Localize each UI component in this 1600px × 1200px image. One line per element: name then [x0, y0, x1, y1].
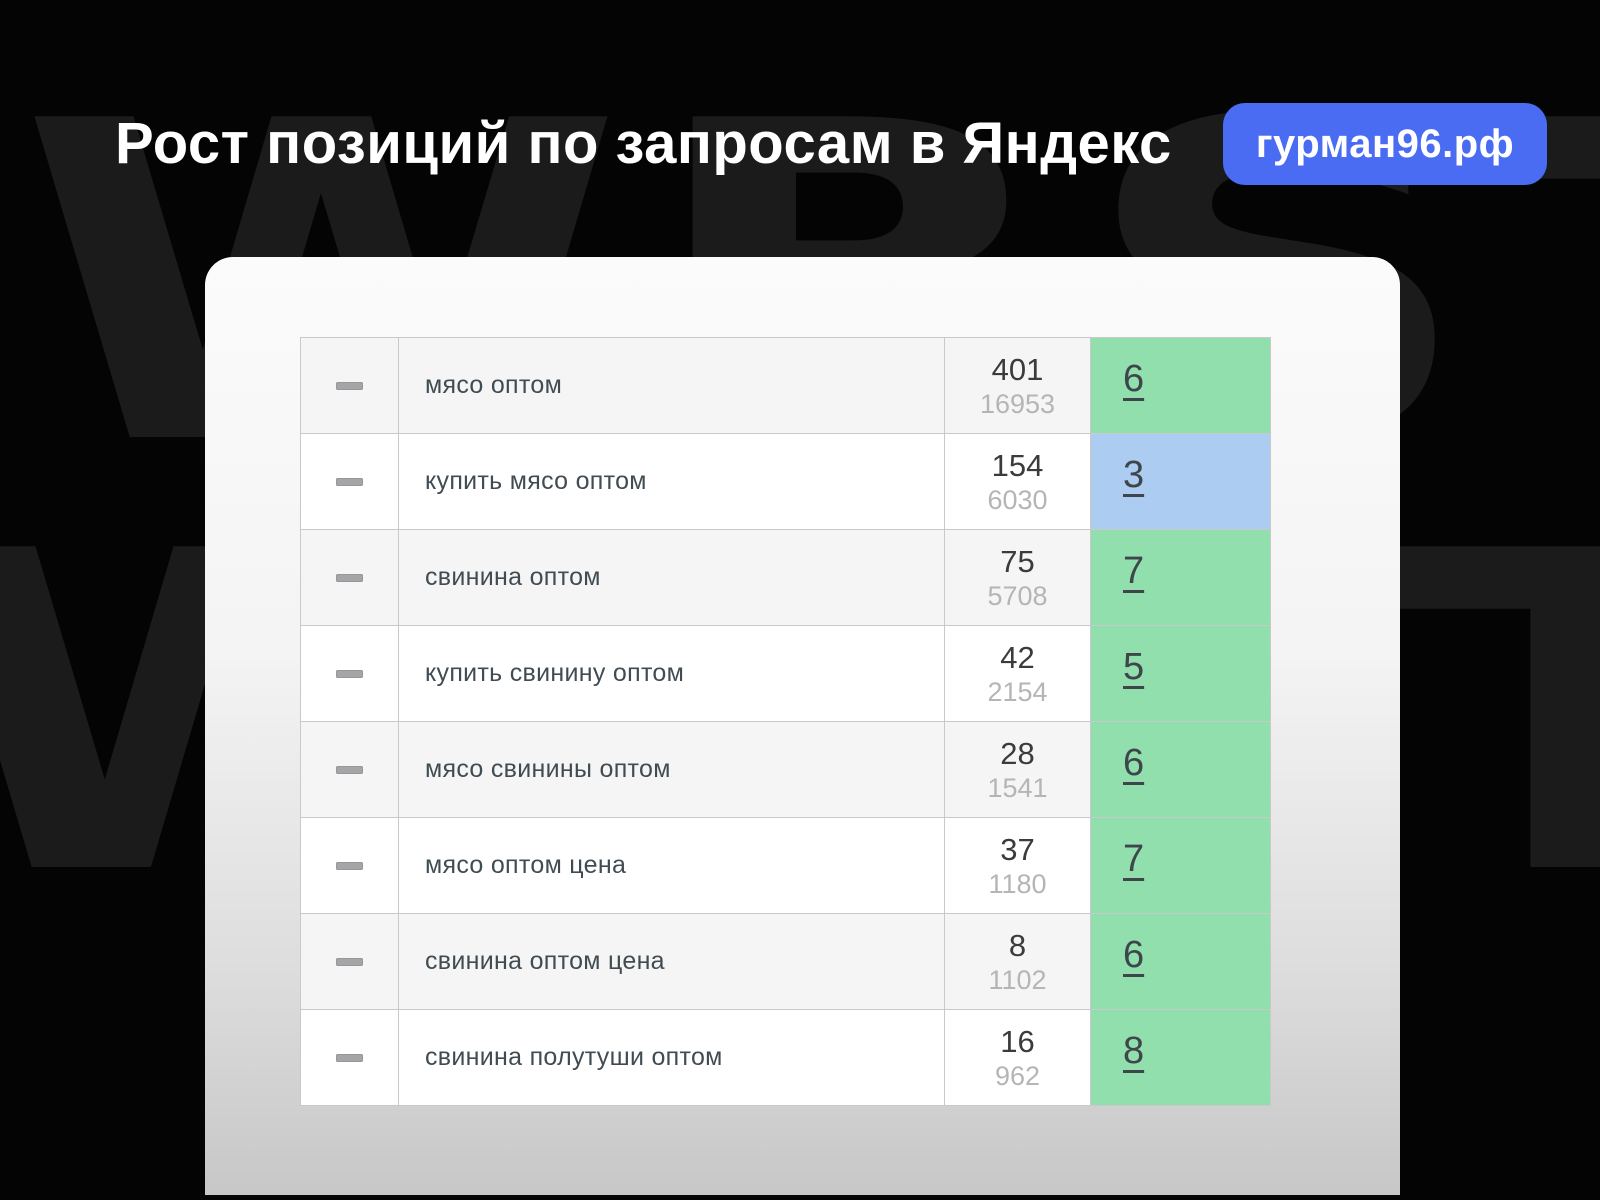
position-link[interactable]: 7 [1123, 838, 1145, 880]
position-link[interactable]: 3 [1123, 454, 1145, 496]
dash-icon[interactable] [336, 573, 363, 582]
table-row: мясо оптом 401 16953 6 [300, 337, 1271, 434]
position-link[interactable]: 6 [1123, 358, 1145, 400]
stats-cell: 8 1102 [944, 913, 1091, 1010]
table-row: мясо оптом цена 37 1180 7 [300, 817, 1271, 914]
clicks-value: 42 [1000, 639, 1035, 675]
query-text: мясо оптом цена [425, 851, 627, 879]
row-select-cell [300, 433, 399, 530]
screenshot-card: мясо оптом 401 16953 6 купить мясо оптом… [205, 257, 1400, 1195]
positions-table: мясо оптом 401 16953 6 купить мясо оптом… [300, 337, 1271, 1106]
position-link[interactable]: 6 [1123, 742, 1145, 784]
query-cell: мясо оптом [398, 337, 945, 434]
site-badge-label: гурман96.рф [1255, 121, 1515, 166]
query-text: мясо свинины оптом [425, 755, 671, 783]
position-cell: 6 [1090, 913, 1271, 1010]
clicks-value: 16 [1000, 1023, 1035, 1059]
impressions-value: 962 [994, 1060, 1041, 1091]
dash-icon[interactable] [336, 957, 363, 966]
stats-cell: 16 962 [944, 1009, 1091, 1106]
query-cell: свинина оптом цена [398, 913, 945, 1010]
stats-cell: 154 6030 [944, 433, 1091, 530]
query-cell: мясо оптом цена [398, 817, 945, 914]
table-row: купить мясо оптом 154 6030 3 [300, 433, 1271, 530]
query-text: свинина оптом [425, 563, 601, 591]
query-text: купить мясо оптом [425, 467, 647, 495]
table-row: свинина оптом 75 5708 7 [300, 529, 1271, 626]
impressions-value: 1180 [988, 868, 1047, 899]
query-text: свинина оптом цена [425, 947, 665, 975]
position-cell: 8 [1090, 1009, 1271, 1106]
impressions-value: 1102 [988, 964, 1047, 995]
stats-cell: 37 1180 [944, 817, 1091, 914]
table-row: купить свинину оптом 42 2154 5 [300, 625, 1271, 722]
clicks-value: 8 [1008, 927, 1027, 963]
clicks-value: 37 [1000, 831, 1035, 867]
dash-icon[interactable] [336, 669, 363, 678]
dash-icon[interactable] [336, 381, 363, 390]
position-link[interactable]: 8 [1123, 1030, 1145, 1072]
query-cell: купить мясо оптом [398, 433, 945, 530]
query-cell: свинина полутуши оптом [398, 1009, 945, 1106]
position-link[interactable]: 5 [1123, 646, 1145, 688]
stats-cell: 75 5708 [944, 529, 1091, 626]
dash-icon[interactable] [336, 861, 363, 870]
row-select-cell [300, 529, 399, 626]
clicks-value: 401 [991, 351, 1044, 387]
query-text: свинина полутуши оптом [425, 1043, 723, 1071]
position-cell: 7 [1090, 529, 1271, 626]
query-cell: мясо свинины оптом [398, 721, 945, 818]
impressions-value: 2154 [987, 676, 1048, 707]
stats-cell: 401 16953 [944, 337, 1091, 434]
row-select-cell [300, 1009, 399, 1106]
position-cell: 5 [1090, 625, 1271, 722]
position-cell: 3 [1090, 433, 1271, 530]
dash-icon[interactable] [336, 765, 363, 774]
position-cell: 6 [1090, 337, 1271, 434]
table-row: свинина оптом цена 8 1102 6 [300, 913, 1271, 1010]
position-cell: 6 [1090, 721, 1271, 818]
row-select-cell [300, 337, 399, 434]
query-text: мясо оптом [425, 371, 563, 399]
row-select-cell [300, 625, 399, 722]
site-badge: гурман96.рф [1223, 103, 1547, 185]
row-select-cell [300, 817, 399, 914]
clicks-value: 28 [1000, 735, 1035, 771]
table-row: свинина полутуши оптом 16 962 8 [300, 1009, 1271, 1106]
impressions-value: 1541 [987, 772, 1048, 803]
position-link[interactable]: 6 [1123, 934, 1145, 976]
impressions-value: 5708 [987, 580, 1048, 611]
position-cell: 7 [1090, 817, 1271, 914]
dash-icon[interactable] [336, 1053, 363, 1062]
clicks-value: 154 [991, 447, 1044, 483]
position-link[interactable]: 7 [1123, 550, 1145, 592]
table-row: мясо свинины оптом 28 1541 6 [300, 721, 1271, 818]
clicks-value: 75 [1000, 543, 1035, 579]
query-text: купить свинину оптом [425, 659, 685, 687]
impressions-value: 16953 [979, 388, 1056, 419]
impressions-value: 6030 [987, 484, 1048, 515]
query-cell: свинина оптом [398, 529, 945, 626]
stats-cell: 42 2154 [944, 625, 1091, 722]
row-select-cell [300, 913, 399, 1010]
dash-icon[interactable] [336, 477, 363, 486]
query-cell: купить свинину оптом [398, 625, 945, 722]
stats-cell: 28 1541 [944, 721, 1091, 818]
row-select-cell [300, 721, 399, 818]
page-title: Рост позиций по запросам в Яндекс [115, 111, 1172, 176]
